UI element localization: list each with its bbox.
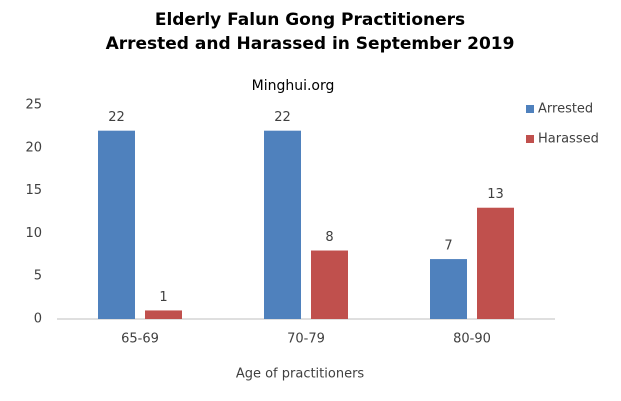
bar — [145, 310, 182, 319]
value-label: 22 — [108, 110, 125, 125]
y-tick-label: 25 — [25, 98, 42, 113]
x-axis-label: Age of practitioners — [236, 367, 365, 382]
chart-subtitle: Minghui.org — [252, 78, 335, 94]
legend-swatch — [526, 105, 534, 113]
value-label: 7 — [444, 239, 452, 254]
y-tick-label: 15 — [25, 183, 42, 198]
value-label: 22 — [274, 110, 291, 125]
legend-label: Harassed — [538, 132, 599, 147]
value-label: 13 — [487, 187, 504, 202]
chart-title: Arrested and Harassed in September 2019 — [106, 34, 515, 54]
y-tick-label: 10 — [25, 226, 42, 241]
legend-label: Arrested — [538, 102, 593, 117]
y-tick-label: 0 — [34, 312, 42, 327]
bar — [311, 250, 348, 319]
legend-swatch — [526, 135, 534, 143]
x-tick-label: 70-79 — [287, 332, 325, 347]
bar — [477, 207, 514, 319]
bar — [98, 130, 135, 319]
chart-title: Elderly Falun Gong Practitioners — [155, 10, 465, 30]
bar — [264, 130, 301, 319]
bar — [430, 259, 467, 319]
value-label: 1 — [159, 290, 167, 305]
y-tick-label: 20 — [25, 140, 42, 155]
value-label: 8 — [325, 230, 333, 245]
x-tick-label: 80-90 — [453, 332, 491, 347]
x-tick-label: 65-69 — [121, 332, 159, 347]
y-tick-label: 5 — [34, 269, 42, 284]
